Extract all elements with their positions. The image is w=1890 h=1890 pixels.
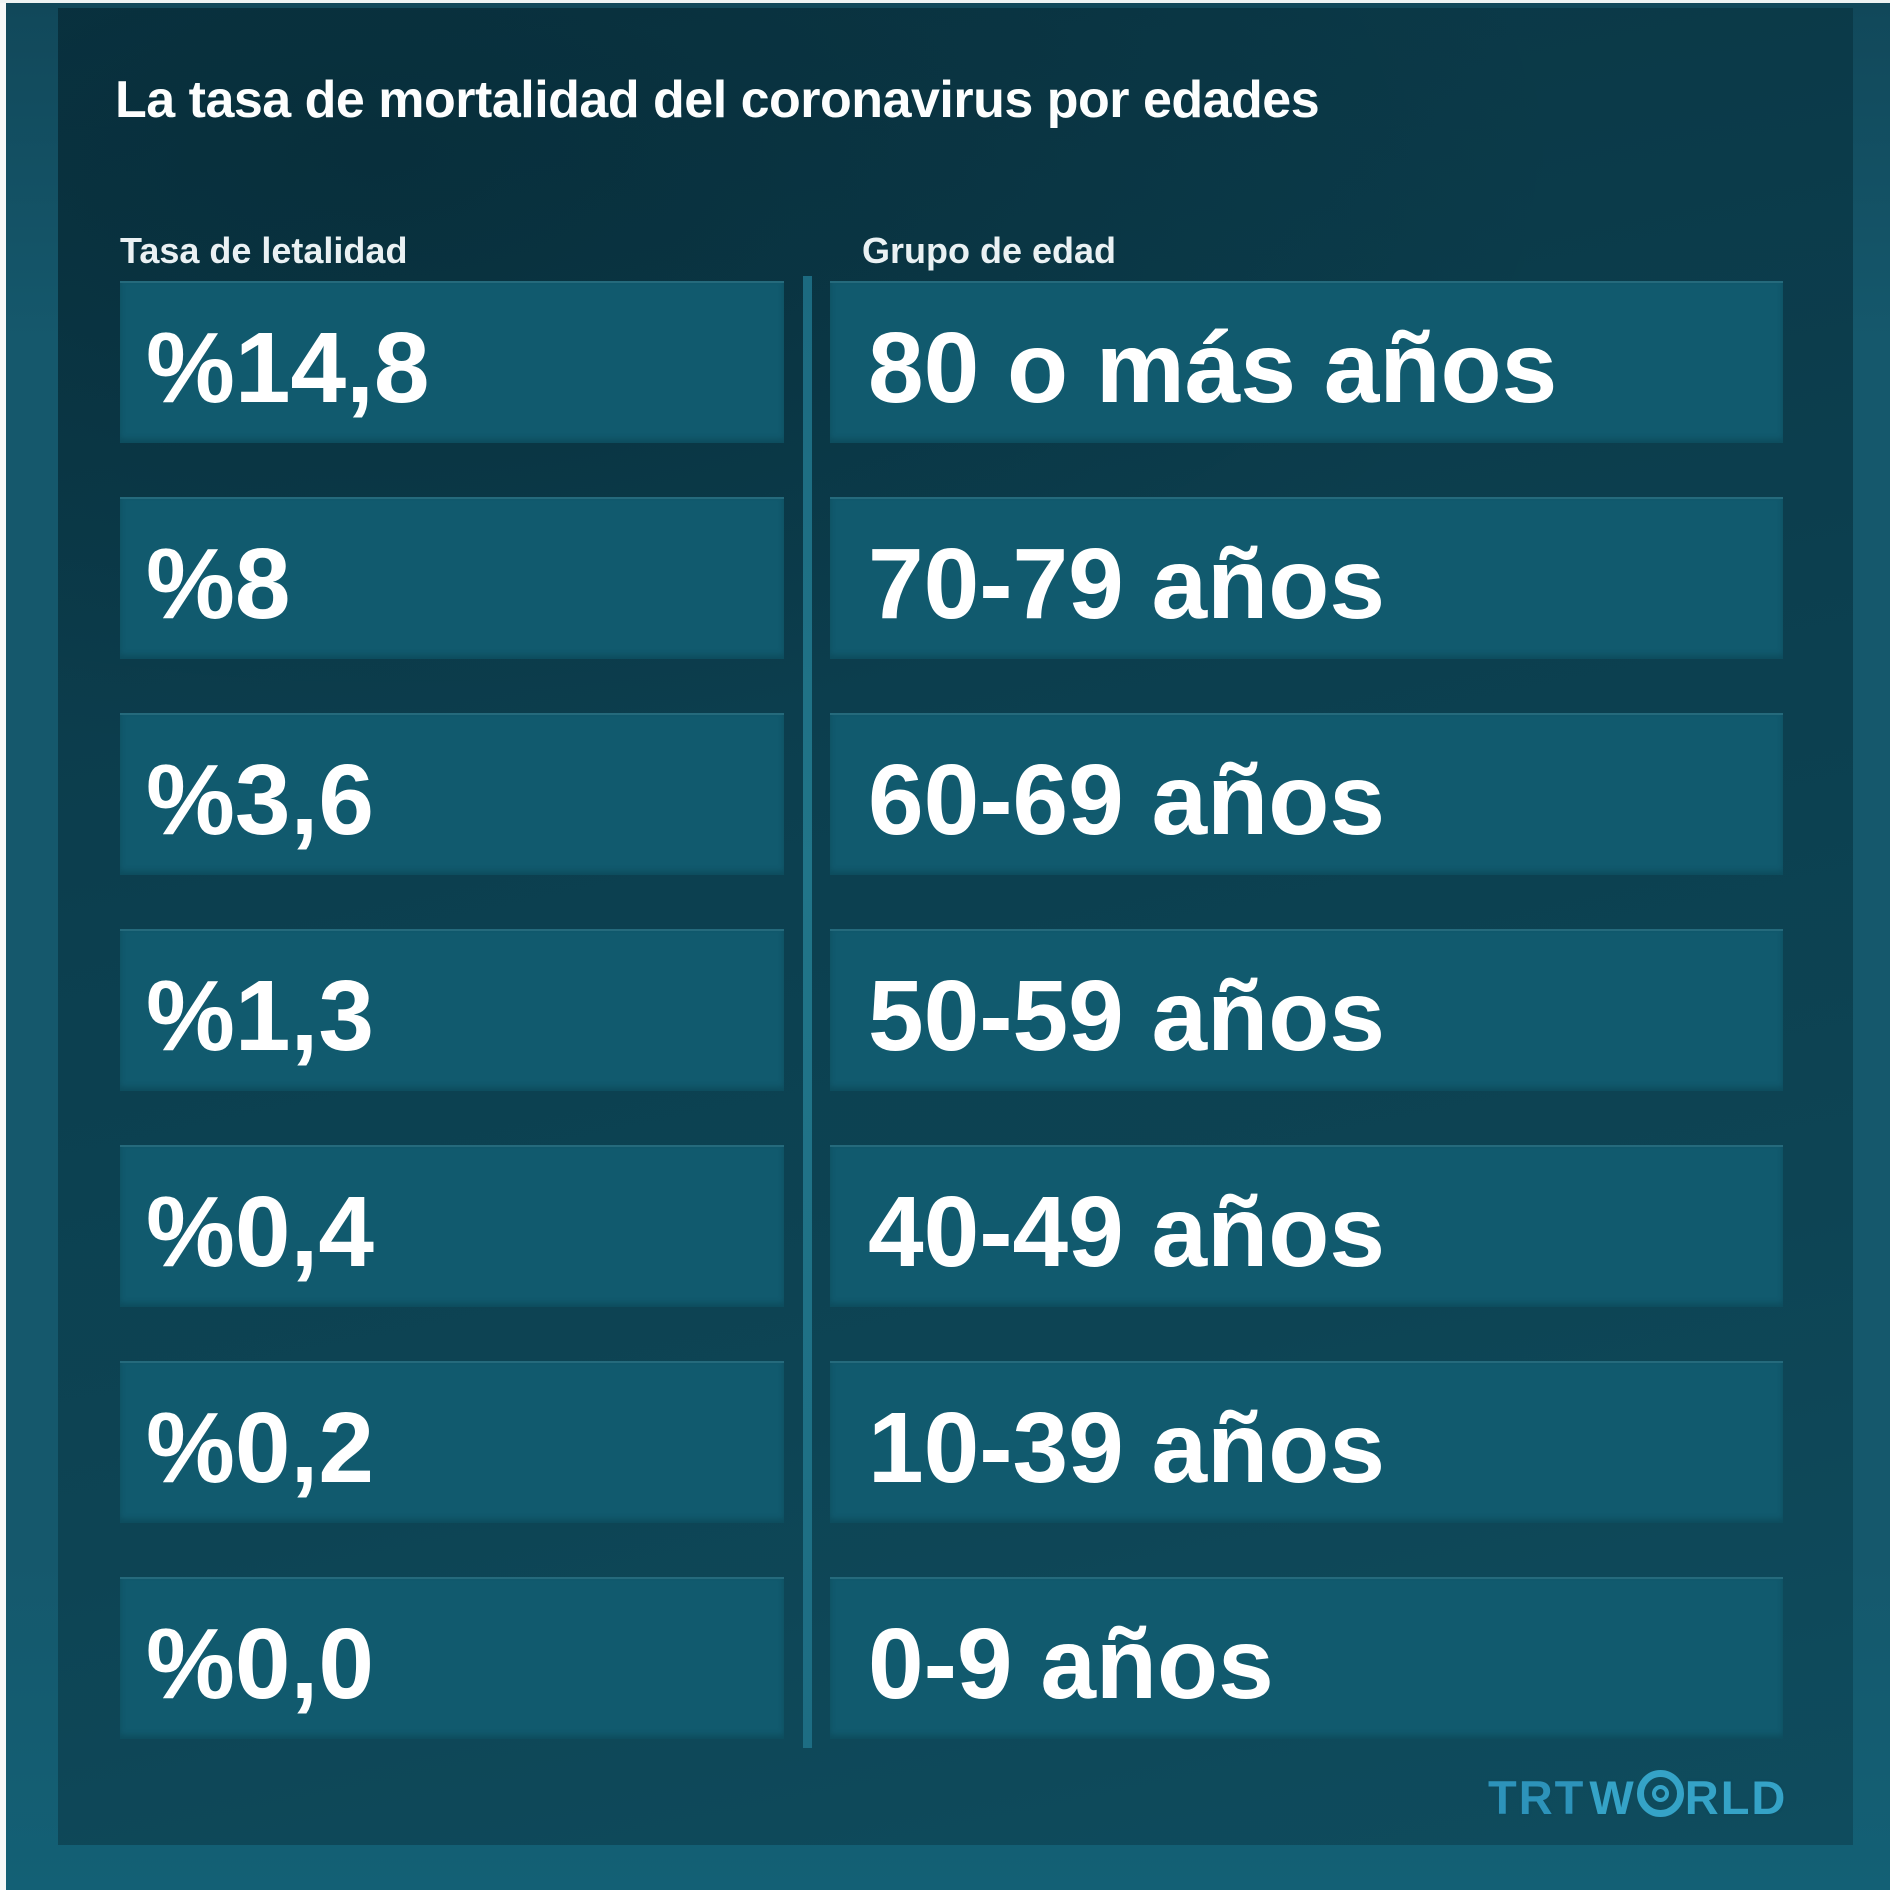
age-group-value: 60-69 años: [868, 744, 1385, 856]
fatality-rate-cell: %0,2: [120, 1361, 784, 1523]
fatality-rate-value: %0,2: [146, 1392, 374, 1504]
age-group-value: 70-79 años: [868, 528, 1385, 640]
fatality-rate-cell: %1,3: [120, 929, 784, 1091]
fatality-rate-value: %8: [146, 528, 291, 640]
age-group-cell: 0-9 años: [830, 1577, 1783, 1739]
column-gap: [784, 497, 830, 659]
table-row: %8 70-79 años: [120, 497, 1783, 659]
fatality-rate-value: %1,3: [146, 960, 374, 1072]
column-divider-line: [803, 276, 812, 1748]
age-group-cell: 80 o más años: [830, 281, 1783, 443]
age-group-value: 80 o más años: [868, 312, 1558, 424]
outer-frame: La tasa de mortalidad del coronavirus po…: [6, 3, 1890, 1890]
fatality-rate-cell: %0,0: [120, 1577, 784, 1739]
fatality-rate-cell: %14,8: [120, 281, 784, 443]
scan-edge-top: [0, 0, 1890, 3]
column-gap: [784, 713, 830, 875]
table-row: %0,2 10-39 años: [120, 1361, 1783, 1523]
fatality-rate-cell: %3,6: [120, 713, 784, 875]
age-group-value: 0-9 años: [868, 1608, 1274, 1720]
logo-world-rld: RLD: [1684, 1771, 1788, 1824]
column-gap: [784, 1361, 830, 1523]
age-group-cell: 10-39 años: [830, 1361, 1783, 1523]
age-group-cell: 60-69 años: [830, 713, 1783, 875]
fatality-rate-value: %0,4: [146, 1176, 374, 1288]
age-group-value: 50-59 años: [868, 960, 1385, 1072]
column-gap: [784, 281, 830, 443]
age-group-value: 40-49 años: [868, 1176, 1385, 1288]
age-group-cell: 40-49 años: [830, 1145, 1783, 1307]
column-gap: [784, 1577, 830, 1739]
table-row: %0,4 40-49 años: [120, 1145, 1783, 1307]
fatality-rate-cell: %0,4: [120, 1145, 784, 1307]
column-header-fatality-rate: Tasa de letalidad: [120, 230, 408, 271]
logo-trt-text: TRT: [1488, 1771, 1586, 1824]
column-gap: [784, 929, 830, 1091]
age-group-value: 10-39 años: [868, 1392, 1385, 1504]
globe-icon-center: [1651, 1785, 1669, 1802]
table-row: %0,0 0-9 años: [120, 1577, 1783, 1739]
globe-icon: [1636, 1770, 1684, 1817]
trt-world-logo: TRTW RLD: [1488, 1770, 1787, 1825]
table-row: %3,6 60-69 años: [120, 713, 1783, 875]
scan-edge-left: [0, 0, 6, 1890]
fatality-rate-value: %3,6: [146, 744, 374, 856]
table-row: %1,3 50-59 años: [120, 929, 1783, 1091]
logo-world-w: W: [1589, 1771, 1636, 1824]
page-title: La tasa de mortalidad del coronavirus po…: [115, 71, 1320, 129]
age-group-cell: 50-59 años: [830, 929, 1783, 1091]
column-gap: [784, 1145, 830, 1307]
fatality-rate-cell: %8: [120, 497, 784, 659]
age-group-cell: 70-79 años: [830, 497, 1783, 659]
column-header-age-group: Grupo de edad: [862, 230, 1117, 271]
table-row: %14,8 80 o más años: [120, 281, 1783, 443]
fatality-rate-value: %14,8: [146, 312, 430, 424]
content-panel: La tasa de mortalidad del coronavirus po…: [58, 8, 1853, 1845]
data-rows: %14,8 80 o más años %8 70-79 años %3,6 6…: [120, 281, 1783, 1739]
fatality-rate-value: %0,0: [146, 1608, 374, 1720]
